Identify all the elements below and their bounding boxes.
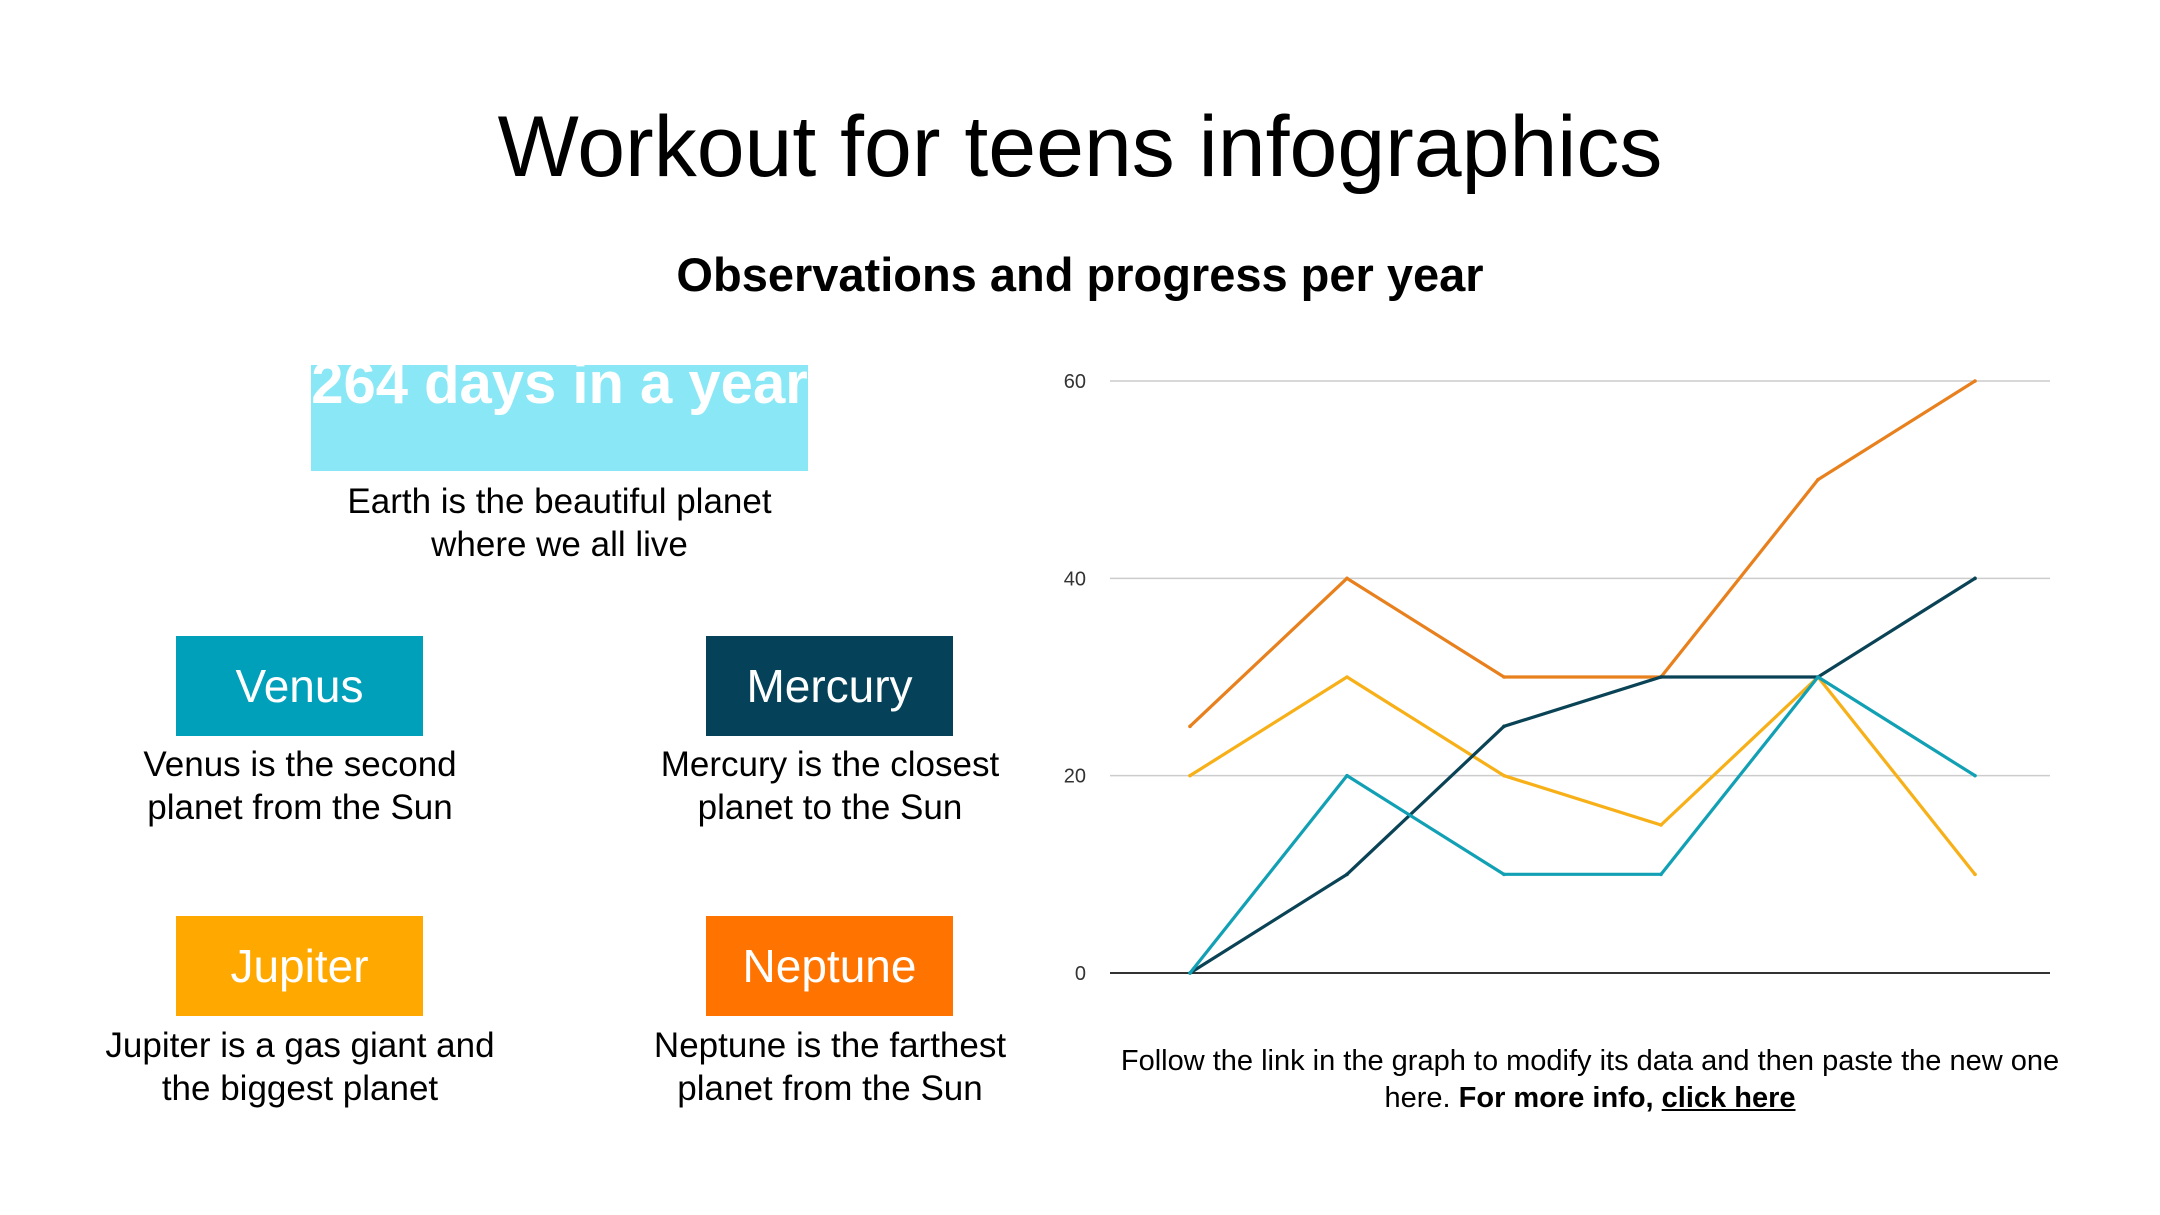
more-info-link[interactable]: click here (1661, 1082, 1796, 1114)
series-1-point (1345, 576, 1349, 581)
y-tick-label: 20 (1064, 766, 1086, 788)
venus-label: Venus (235, 660, 364, 712)
series-1-point (1973, 379, 1977, 383)
page-subtitle: Observations and progress per year (676, 248, 1484, 301)
chart-note-bold: For more info, (1458, 1082, 1654, 1114)
mercury-box: Mercury (706, 636, 953, 736)
series-2-point (1659, 823, 1663, 827)
neptune-label: Neptune (742, 940, 917, 992)
venus-description: Venus is the second planet from the Sun (143, 745, 457, 827)
chart-note-text: Follow the link in the graph to modify i… (1120, 1045, 2060, 1114)
series-2-point (1188, 773, 1192, 778)
jupiter-label: Jupiter (230, 940, 369, 992)
days-highlight-box: 264 days in a year (311, 365, 808, 471)
series-2-point (1502, 773, 1506, 778)
series-4-point (1345, 773, 1349, 778)
series-line-2 (1188, 675, 1977, 876)
series-1-point (1816, 477, 1820, 482)
series-3-point (1345, 872, 1349, 877)
y-tick-label: 60 (1064, 371, 1086, 393)
series-line-4 (1188, 675, 1977, 975)
y-tick-label: 40 (1064, 568, 1086, 590)
series-4-point (1973, 773, 1977, 778)
series-4-point (1659, 872, 1663, 877)
neptune-box: Neptune (706, 916, 953, 1016)
venus-box: Venus (176, 636, 423, 736)
series-2-point (1345, 675, 1349, 679)
series-line-1 (1188, 379, 1977, 728)
series-4-point (1816, 675, 1820, 679)
series-1-point (1502, 675, 1506, 679)
series-4-point (1502, 872, 1506, 877)
mercury-label: Mercury (746, 660, 913, 712)
series-2-point (1973, 872, 1977, 877)
neptune-description: Neptune is the farthest planet from the … (653, 1026, 1007, 1108)
y-tick-label: 0 (1075, 963, 1086, 985)
mercury-description: Mercury is the closest planet to the Sun (660, 745, 1000, 827)
series-3-point (1973, 576, 1977, 581)
series-4-point (1188, 971, 1192, 975)
line-chart[interactable]: 0 20 40 60 (1050, 355, 2050, 995)
days-highlight-value: 264 days in a year (311, 365, 808, 416)
series-1-point (1188, 724, 1192, 729)
earth-description: Earth is the beautiful planet where we a… (347, 482, 772, 564)
jupiter-box: Jupiter (176, 916, 423, 1016)
series-3-point (1659, 675, 1663, 679)
series-line-3 (1188, 576, 1977, 975)
jupiter-description: Jupiter is a gas giant and the biggest p… (105, 1026, 495, 1108)
chart-note: Follow the link in the graph to modify i… (1090, 1043, 2090, 1117)
page-title: Workout for teens infographics (497, 99, 1663, 195)
series-3-point (1502, 724, 1506, 729)
